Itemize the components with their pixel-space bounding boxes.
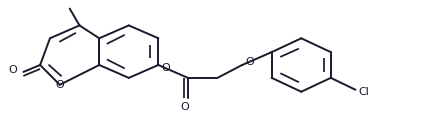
Text: O: O	[245, 57, 254, 67]
Text: O: O	[55, 80, 64, 90]
Text: O: O	[181, 102, 189, 112]
Text: O: O	[9, 65, 17, 75]
Text: O: O	[162, 63, 170, 73]
Text: Cl: Cl	[359, 87, 369, 97]
